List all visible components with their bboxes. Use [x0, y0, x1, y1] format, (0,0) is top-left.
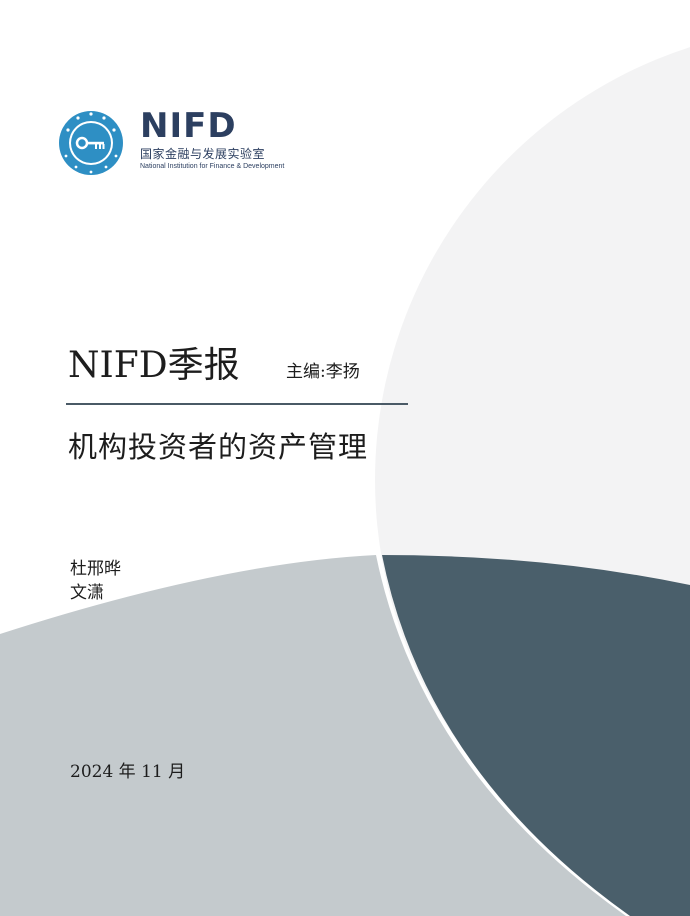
background-grey-shape	[0, 555, 626, 916]
background-dark-shape	[382, 555, 690, 916]
institution-name-cn: 国家金融与发展实验室	[140, 147, 266, 161]
nifd-brand-logo: NIFD 国家金融与发展实验室 National Institution for…	[140, 108, 290, 172]
title-divider	[66, 403, 408, 405]
author-name: 杜邢晔	[70, 559, 121, 579]
think-tank-seal-logo	[59, 111, 123, 175]
publication-date: 2024 年 11 月	[70, 762, 186, 782]
series-title: NIFD季报	[68, 345, 240, 386]
institution-name-en: National Institution for Finance & Devel…	[140, 163, 285, 170]
nifd-logo-mark: NIFD	[140, 106, 237, 146]
author-name: 文潇	[70, 583, 104, 603]
editor-credit: 主编:李扬	[286, 362, 360, 382]
author-list: 杜邢晔 文潇	[70, 557, 121, 605]
report-title: 机构投资者的资产管理	[68, 430, 369, 464]
